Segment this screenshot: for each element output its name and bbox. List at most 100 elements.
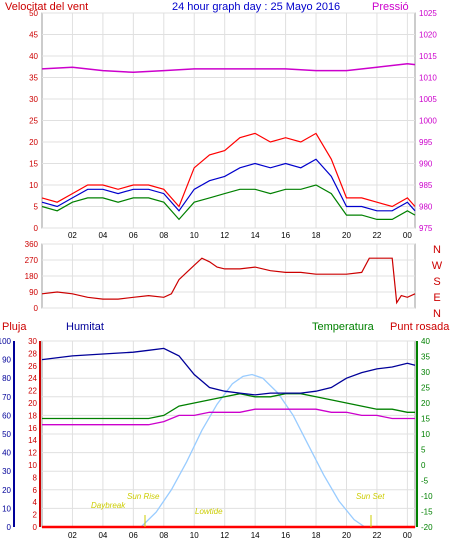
temperature-tick-label: -10 xyxy=(421,492,433,501)
compass-label: W xyxy=(432,260,443,272)
wind-tick-label: 5 xyxy=(34,203,39,212)
pressure-tick-label: 985 xyxy=(419,181,433,190)
humidity-grid xyxy=(42,340,415,528)
humidity-line xyxy=(41,347,416,396)
pressure-tick-label: 1015 xyxy=(419,52,437,61)
rain-tick-label: 6 xyxy=(33,486,38,495)
x-tick-label: 00 xyxy=(403,531,412,540)
humidity-temperature-series xyxy=(41,347,416,529)
temperature-tick-label: 40 xyxy=(421,337,430,346)
wind-tick-label: 15 xyxy=(29,160,38,169)
rain-tick-label: 22 xyxy=(28,387,37,396)
wind-x-axis: 02 04 06 08 10 12 14 16 18 20 22 00 xyxy=(68,231,412,240)
humidity-axis: 0 10 20 30 40 50 60 70 80 90 100 xyxy=(0,337,12,532)
x-tick-label: 08 xyxy=(159,231,168,240)
wind-tick-label: 20 xyxy=(29,138,38,147)
humidity-tick-label: 50 xyxy=(2,430,11,439)
lowtide-annotation: Lowtide xyxy=(195,507,223,516)
wind-speed-label: Velocitat del vent xyxy=(5,1,88,13)
sunrise-annotation: Sun Rise xyxy=(127,492,160,501)
rain-tick-label: 26 xyxy=(28,362,37,371)
temperature-label: Temperatura xyxy=(312,321,375,333)
temperature-tick-label: 30 xyxy=(421,368,430,377)
temperature-tick-label: 15 xyxy=(421,415,430,424)
compass-label: N xyxy=(433,308,441,320)
temperature-tick-label: 10 xyxy=(421,430,430,439)
rain-label: Pluja xyxy=(2,321,27,333)
direction-left-axis: 0 90 180 270 360 xyxy=(25,240,39,313)
humidity-tick-label: 100 xyxy=(0,337,12,346)
direction-tick-label: 360 xyxy=(25,240,39,249)
x-tick-label: 12 xyxy=(220,531,229,540)
humidity-tick-label: 30 xyxy=(2,467,11,476)
x-tick-label: 14 xyxy=(251,531,260,540)
wind-grid xyxy=(42,12,415,229)
temperature-axis: -20 -15 -10 -5 0 5 10 15 20 25 30 35 40 xyxy=(421,337,433,532)
x-tick-label: 08 xyxy=(159,531,168,540)
dewpoint-label: Punt rosada xyxy=(390,321,450,333)
direction-line xyxy=(41,257,416,305)
wind-speed-line xyxy=(41,184,416,221)
rain-tick-label: 8 xyxy=(33,473,38,482)
rain-tick-label: 2 xyxy=(33,511,38,520)
pressure-right-axis: 975 980 985 990 995 1000 1005 1010 1015 1020 1025 xyxy=(419,9,437,233)
rain-tick-label: 0 xyxy=(33,523,38,532)
wind-series xyxy=(41,62,416,221)
pressure-label: Pressió xyxy=(372,1,409,13)
humidity-tick-label: 40 xyxy=(2,449,11,458)
x-tick-label: 00 xyxy=(403,231,412,240)
x-tick-label: 02 xyxy=(68,531,77,540)
x-tick-label: 22 xyxy=(372,531,381,540)
x-tick-label: 04 xyxy=(98,231,107,240)
x-tick-label: 16 xyxy=(281,531,290,540)
pressure-tick-label: 995 xyxy=(419,138,433,147)
direction-tick-label: 90 xyxy=(29,288,38,297)
x-tick-label: 18 xyxy=(312,531,321,540)
compass-label: E xyxy=(433,292,440,304)
x-tick-label: 02 xyxy=(68,231,77,240)
rain-tick-label: 12 xyxy=(28,449,37,458)
direction-tick-label: 0 xyxy=(34,304,39,313)
temperature-tick-label: 0 xyxy=(421,461,426,470)
humidity-tick-label: 0 xyxy=(7,523,12,532)
x-tick-label: 10 xyxy=(190,531,199,540)
wind-tick-label: 30 xyxy=(29,95,38,104)
x-tick-label: 04 xyxy=(98,531,107,540)
rain-tick-label: 14 xyxy=(28,436,37,445)
humidity-tick-label: 20 xyxy=(2,486,11,495)
pressure-tick-label: 980 xyxy=(419,203,433,212)
wind-tick-label: 35 xyxy=(29,74,38,83)
humidity-tick-label: 60 xyxy=(2,411,11,420)
compass-label: N xyxy=(433,244,441,256)
wind-avg-line xyxy=(41,158,416,212)
daybreak-annotation: Daybreak xyxy=(91,501,126,510)
x-tick-label: 16 xyxy=(281,231,290,240)
pressure-tick-label: 1025 xyxy=(419,9,437,18)
x-tick-label: 06 xyxy=(129,531,138,540)
pressure-tick-label: 1005 xyxy=(419,95,437,104)
dewpoint-line xyxy=(42,408,415,426)
x-tick-label: 18 xyxy=(312,231,321,240)
chart-title: 24 hour graph day : 25 Mayo 2016 xyxy=(172,1,340,13)
pressure-tick-label: 1000 xyxy=(419,117,437,126)
temperature-tick-label: -15 xyxy=(421,508,433,517)
humidity-tick-label: 90 xyxy=(2,356,11,365)
sunset-annotation: Sun Set xyxy=(356,492,385,501)
pressure-tick-label: 975 xyxy=(419,224,433,233)
rain-tick-label: 20 xyxy=(28,399,37,408)
direction-series xyxy=(41,257,416,305)
direction-tick-label: 270 xyxy=(25,256,39,265)
pressure-tick-label: 1010 xyxy=(419,74,437,83)
wind-left-axis: 0 5 10 15 20 25 30 35 40 45 50 xyxy=(29,9,38,233)
x-tick-label: 12 xyxy=(220,231,229,240)
rain-tick-label: 10 xyxy=(28,461,37,470)
wind-tick-label: 25 xyxy=(29,117,38,126)
humidity-tick-label: 70 xyxy=(2,393,11,402)
rain-tick-label: 4 xyxy=(33,498,38,507)
humidity-tick-label: 10 xyxy=(2,504,11,513)
humidity-label: Humitat xyxy=(66,321,104,333)
wind-tick-label: 0 xyxy=(34,224,39,233)
